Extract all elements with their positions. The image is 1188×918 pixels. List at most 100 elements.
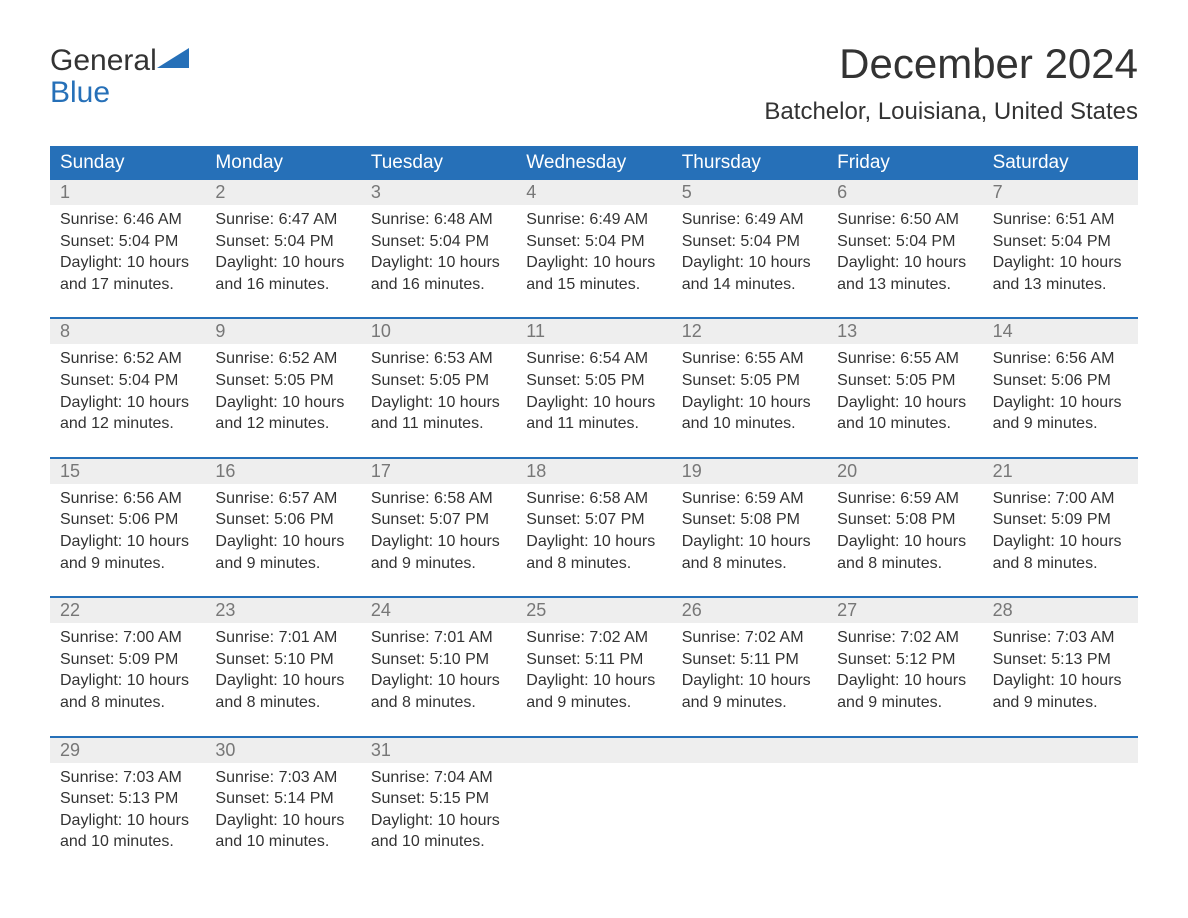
day-d2: and 10 minutes.: [60, 831, 195, 853]
day-sr: Sunrise: 6:55 AM: [682, 348, 817, 370]
day-ss: Sunset: 5:15 PM: [371, 788, 506, 810]
day-number: 9: [205, 319, 360, 344]
logo-word2: Blue: [50, 76, 110, 109]
day-ss: Sunset: 5:06 PM: [215, 509, 350, 531]
day-d2: and 10 minutes.: [682, 413, 817, 435]
calendar-week: 891011121314 Sunrise: 6:52 AMSunset: 5:04…: [50, 317, 1138, 442]
day-d1: Daylight: 10 hours: [215, 392, 350, 414]
day-sr: Sunrise: 6:59 AM: [837, 488, 972, 510]
day-sr: Sunrise: 6:56 AM: [60, 488, 195, 510]
day-sr: Sunrise: 7:01 AM: [215, 627, 350, 649]
day-cell: Sunrise: 6:59 AMSunset: 5:08 PMDaylight:…: [672, 484, 827, 582]
day-header-fri: Friday: [827, 146, 982, 180]
day-number: 22: [50, 598, 205, 623]
day-number: 3: [361, 180, 516, 205]
day-number: 6: [827, 180, 982, 205]
day-d2: and 11 minutes.: [371, 413, 506, 435]
day-ss: Sunset: 5:06 PM: [993, 370, 1128, 392]
day-cell: Sunrise: 6:54 AMSunset: 5:05 PMDaylight:…: [516, 344, 671, 442]
day-cell: Sunrise: 6:48 AMSunset: 5:04 PMDaylight:…: [361, 205, 516, 303]
day-d1: Daylight: 10 hours: [837, 670, 972, 692]
logo-sail-icon: [157, 46, 191, 70]
day-cell: Sunrise: 6:59 AMSunset: 5:08 PMDaylight:…: [827, 484, 982, 582]
day-d1: Daylight: 10 hours: [371, 531, 506, 553]
day-ss: Sunset: 5:09 PM: [993, 509, 1128, 531]
day-sr: Sunrise: 6:52 AM: [60, 348, 195, 370]
day-d1: Daylight: 10 hours: [60, 670, 195, 692]
day-header-mon: Monday: [205, 146, 360, 180]
day-sr: Sunrise: 6:49 AM: [682, 209, 817, 231]
day-sr: Sunrise: 7:01 AM: [371, 627, 506, 649]
day-ss: Sunset: 5:04 PM: [526, 231, 661, 253]
day-sr: Sunrise: 7:02 AM: [682, 627, 817, 649]
day-cell: Sunrise: 6:55 AMSunset: 5:05 PMDaylight:…: [827, 344, 982, 442]
day-ss: Sunset: 5:11 PM: [526, 649, 661, 671]
day-ss: Sunset: 5:05 PM: [215, 370, 350, 392]
day-cell: Sunrise: 6:56 AMSunset: 5:06 PMDaylight:…: [983, 344, 1138, 442]
day-d1: Daylight: 10 hours: [682, 670, 817, 692]
day-sr: Sunrise: 6:48 AM: [371, 209, 506, 231]
day-d1: Daylight: 10 hours: [682, 392, 817, 414]
day-number: [827, 738, 982, 763]
day-number: 17: [361, 459, 516, 484]
day-d2: and 9 minutes.: [682, 692, 817, 714]
day-d1: Daylight: 10 hours: [837, 392, 972, 414]
day-number: 8: [50, 319, 205, 344]
day-d2: and 11 minutes.: [526, 413, 661, 435]
day-number-row: 891011121314: [50, 319, 1138, 344]
day-ss: Sunset: 5:07 PM: [371, 509, 506, 531]
day-number-row: 293031: [50, 738, 1138, 763]
day-number: 13: [827, 319, 982, 344]
calendar: Sunday Monday Tuesday Wednesday Thursday…: [50, 146, 1138, 861]
day-number: 15: [50, 459, 205, 484]
day-number: 25: [516, 598, 671, 623]
day-cell: Sunrise: 6:58 AMSunset: 5:07 PMDaylight:…: [516, 484, 671, 582]
day-number: 1: [50, 180, 205, 205]
day-ss: Sunset: 5:05 PM: [682, 370, 817, 392]
day-number: 24: [361, 598, 516, 623]
day-d2: and 16 minutes.: [371, 274, 506, 296]
day-header-sat: Saturday: [983, 146, 1138, 180]
day-sr: Sunrise: 7:00 AM: [993, 488, 1128, 510]
day-d1: Daylight: 10 hours: [526, 252, 661, 274]
day-ss: Sunset: 5:07 PM: [526, 509, 661, 531]
day-ss: Sunset: 5:05 PM: [837, 370, 972, 392]
day-cell: Sunrise: 6:56 AMSunset: 5:06 PMDaylight:…: [50, 484, 205, 582]
day-number: [516, 738, 671, 763]
day-d1: Daylight: 10 hours: [682, 252, 817, 274]
day-d1: Daylight: 10 hours: [371, 252, 506, 274]
day-d1: Daylight: 10 hours: [371, 810, 506, 832]
day-header-tue: Tuesday: [361, 146, 516, 180]
day-cell: Sunrise: 6:49 AMSunset: 5:04 PMDaylight:…: [516, 205, 671, 303]
day-sr: Sunrise: 6:50 AM: [837, 209, 972, 231]
day-cell: [516, 763, 671, 861]
day-d2: and 10 minutes.: [837, 413, 972, 435]
day-ss: Sunset: 5:10 PM: [371, 649, 506, 671]
day-sr: Sunrise: 6:59 AM: [682, 488, 817, 510]
day-ss: Sunset: 5:04 PM: [993, 231, 1128, 253]
day-number: 10: [361, 319, 516, 344]
day-number-row: 22232425262728: [50, 598, 1138, 623]
day-cell: Sunrise: 7:02 AMSunset: 5:12 PMDaylight:…: [827, 623, 982, 721]
day-ss: Sunset: 5:12 PM: [837, 649, 972, 671]
day-cell: Sunrise: 7:01 AMSunset: 5:10 PMDaylight:…: [205, 623, 360, 721]
day-d2: and 9 minutes.: [215, 553, 350, 575]
logo: General Blue: [50, 40, 191, 108]
day-d2: and 8 minutes.: [526, 553, 661, 575]
day-number: 30: [205, 738, 360, 763]
day-number: 7: [983, 180, 1138, 205]
day-cell: Sunrise: 7:01 AMSunset: 5:10 PMDaylight:…: [361, 623, 516, 721]
day-cell: Sunrise: 6:53 AMSunset: 5:05 PMDaylight:…: [361, 344, 516, 442]
day-ss: Sunset: 5:04 PM: [60, 370, 195, 392]
day-ss: Sunset: 5:04 PM: [682, 231, 817, 253]
day-d2: and 9 minutes.: [837, 692, 972, 714]
title-block: December 2024 Batchelor, Louisiana, Unit…: [764, 40, 1138, 126]
calendar-week: 1234567Sunrise: 6:46 AMSunset: 5:04 PMDa…: [50, 180, 1138, 303]
day-header-wed: Wednesday: [516, 146, 671, 180]
month-title: December 2024: [764, 40, 1138, 88]
day-d2: and 8 minutes.: [371, 692, 506, 714]
day-ss: Sunset: 5:04 PM: [215, 231, 350, 253]
day-sr: Sunrise: 6:53 AM: [371, 348, 506, 370]
day-ss: Sunset: 5:13 PM: [60, 788, 195, 810]
day-number: 12: [672, 319, 827, 344]
